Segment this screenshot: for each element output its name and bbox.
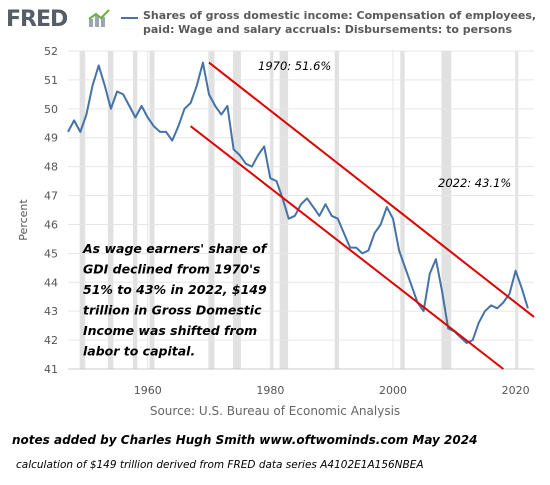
annotation-end: 2022: 43.1%: [438, 176, 511, 190]
y-tick-label-44: 44: [44, 276, 58, 289]
y-axis-ticks: 41 42 43 44 45 46 47 48 49 50 51 52: [44, 45, 58, 376]
chart-source: Source: U.S. Bureau of Economic Analysis: [149, 404, 401, 418]
y-tick-label-52: 52: [44, 45, 58, 58]
recession-bar-1: [107, 51, 114, 369]
y-tick-label-49: 49: [44, 132, 58, 145]
trend-line-1: [190, 125, 504, 370]
legend-series-title: Shares of gross domestic income: Compens…: [143, 9, 543, 37]
annotation-summary-line-1: GDI declined from 1970's: [83, 262, 260, 277]
annotation-summary-line-0: As wage earners' share of: [82, 241, 268, 256]
annotation-summary-line-2: 51% to 43% in 2022, $149: [83, 282, 267, 297]
fred-logo[interactable]: FRED: [6, 7, 68, 32]
note-calculation: calculation of $149 trillion derived fro…: [16, 459, 424, 471]
line-chart-icon: [88, 9, 110, 27]
legend-swatch: [121, 17, 138, 19]
chart-frame: FRED Shares of gross domestic income: Co…: [6, 7, 543, 418]
y-tick-label-48: 48: [44, 161, 58, 174]
y-tick-label-50: 50: [44, 103, 58, 116]
recession-bar-2: [132, 51, 138, 369]
recession-bar-3: [149, 51, 155, 369]
line-chart: 41 42 43 44 45 46 47 48 49 50 51 52 1960 1980 2000 202…: [17, 45, 535, 397]
x-axis-ticks: 1960 1980 2000 2020: [134, 384, 530, 397]
annotation-summary-line-4: Income was shifted from: [83, 323, 257, 338]
recession-bar-5: [232, 51, 241, 369]
annotation-summary-line-3: trillion in Gross Domestic: [83, 303, 262, 318]
annotation-peak: 1970: 51.6%: [258, 59, 331, 73]
y-axis-label: Percent: [17, 199, 30, 241]
recession-bars: [79, 51, 519, 369]
y-tick-label-51: 51: [44, 74, 58, 87]
x-tick-label-1980: 1980: [256, 384, 284, 397]
y-tick-label-46: 46: [44, 218, 58, 231]
legend-title-line2: paid: Wage and salary accruals: Disburse…: [143, 23, 512, 36]
note-author: notes added by Charles Hugh Smith www.of…: [12, 433, 478, 447]
recession-bar-8: [334, 51, 340, 369]
recession-bar-11: [516, 51, 519, 369]
recession-bar-10: [441, 51, 452, 369]
recession-bar-4: [208, 51, 215, 369]
legend-title-line1: Shares of gross domestic income: Compens…: [143, 9, 537, 22]
recession-bar-9: [400, 51, 405, 369]
x-tick-label-2020: 2020: [502, 384, 530, 397]
annotation-summary-line-5: labor to capital.: [83, 344, 195, 359]
trend-lines: [190, 61, 535, 370]
annotation-summary: As wage earners' share of GDI declined fr…: [82, 241, 268, 359]
y-tick-label-45: 45: [44, 247, 58, 260]
y-tick-label-42: 42: [44, 334, 58, 347]
trend-line-0: [208, 61, 535, 318]
gridlines: [68, 50, 534, 370]
y-tick-label-43: 43: [44, 305, 58, 318]
x-tick-label-1960: 1960: [134, 384, 162, 397]
recession-bar-7: [279, 51, 289, 369]
recession-bar-0: [79, 51, 86, 369]
recession-bar-6: [270, 51, 274, 369]
x-tick-label-2000: 2000: [379, 384, 407, 397]
y-tick-label-41: 41: [44, 363, 58, 376]
y-tick-label-47: 47: [44, 190, 58, 203]
